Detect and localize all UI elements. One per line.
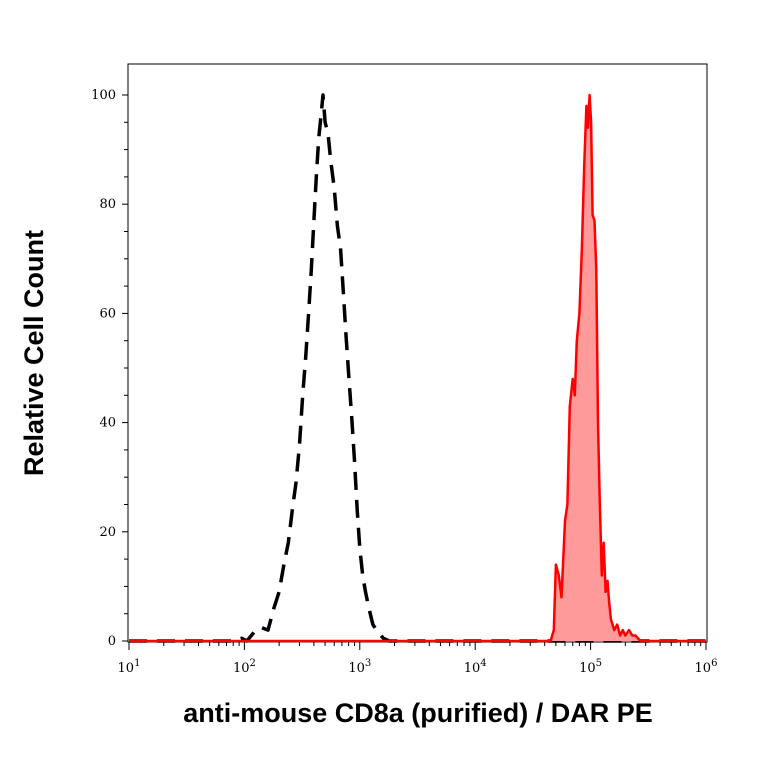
series-1-line (129, 93, 706, 643)
x-tick-label-4: 105 (579, 658, 602, 676)
x-tick-label-5: 106 (695, 658, 718, 676)
y-tick-label-4: 80 (99, 197, 116, 212)
tick-layer: 0 20 40 60 80 100 101 102 103 104 105 106 (91, 88, 717, 676)
y-tick-label-0: 0 (108, 634, 116, 649)
x-tick-label-3: 104 (464, 658, 487, 676)
y-tick-label-1: 20 (99, 525, 116, 540)
y-axis-title: Relative Cell Count (19, 230, 49, 476)
x-axis-title: anti-mouse CD8a (purified) / DAR PE (183, 698, 653, 728)
series-layer (129, 93, 706, 643)
plot-frame (127, 63, 708, 643)
y-tick-label-3: 60 (99, 306, 116, 321)
series-1-fill (129, 95, 706, 641)
series-0-line (129, 93, 706, 643)
x-tick-label-0: 101 (118, 658, 141, 676)
x-tick-label-2: 103 (348, 658, 371, 676)
y-tick-label-2: 40 (99, 416, 116, 431)
x-tick-label-1: 102 (233, 658, 256, 676)
y-tick-label-5: 100 (91, 88, 116, 103)
